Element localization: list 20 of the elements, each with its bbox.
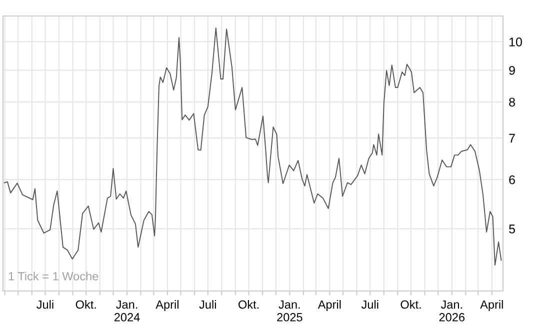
x-tick-label: Okt. <box>238 300 259 309</box>
x-tick-label: Okt. <box>76 300 96 309</box>
x-tick-label: April <box>480 300 503 312</box>
y-tick-label: 8 <box>509 98 515 107</box>
y-tick-label: 5 <box>509 224 515 234</box>
x-tick-label: Jan. 2025 <box>277 300 302 322</box>
x-tick-label: Jan. 2024 <box>114 300 140 322</box>
x-tick-label: Okt. <box>400 300 421 309</box>
annotation: 1 Tick = 1 Woche <box>8 272 98 280</box>
y-tick-label: 6 <box>509 175 515 184</box>
y-tick-label: 9 <box>509 66 515 75</box>
x-tick-label: Jan. 2026 <box>439 300 465 322</box>
y-tick-label: 10 <box>510 38 522 46</box>
x-tick-label: April <box>156 300 178 312</box>
x-tick-label: April <box>318 300 341 312</box>
x-tick-label: Juli <box>199 300 216 309</box>
x-tick-label: Juli <box>36 300 54 309</box>
y-tick-label: 7 <box>509 134 515 142</box>
line-series <box>4 28 502 266</box>
x-tick-label: Juli <box>361 300 378 309</box>
